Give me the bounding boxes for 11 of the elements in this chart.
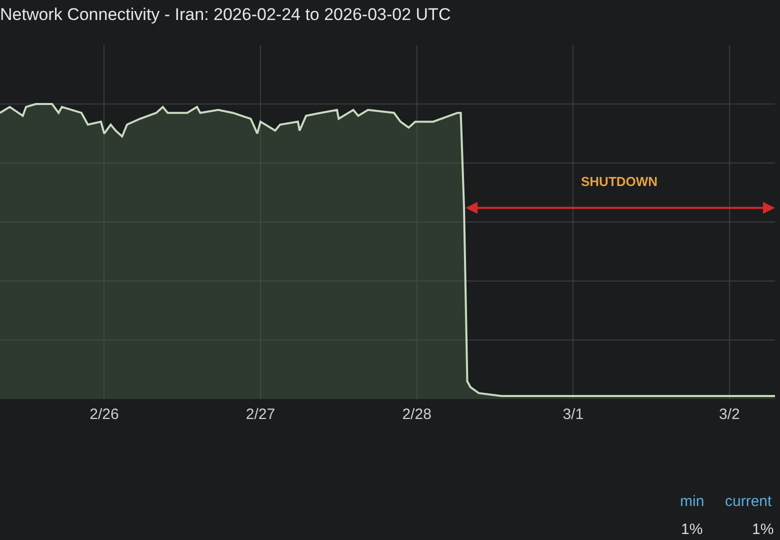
annotation: SHUTDOWN [581, 174, 658, 189]
x-tick-label: 3/2 [718, 406, 740, 423]
x-tick-label: 2/28 [402, 406, 432, 423]
text: min [680, 493, 704, 510]
x-tick-label: 2/26 [90, 406, 119, 423]
chart-title: Network Connectivity - Iran: 2026-02-24 to 2026-03-02 UTC [0, 5, 451, 24]
text: 1% [681, 521, 703, 538]
text: 1% [752, 521, 774, 538]
x-tick-label: 3/1 [562, 406, 584, 423]
text: current [725, 493, 773, 510]
x-tick-label: 2/27 [246, 406, 276, 423]
